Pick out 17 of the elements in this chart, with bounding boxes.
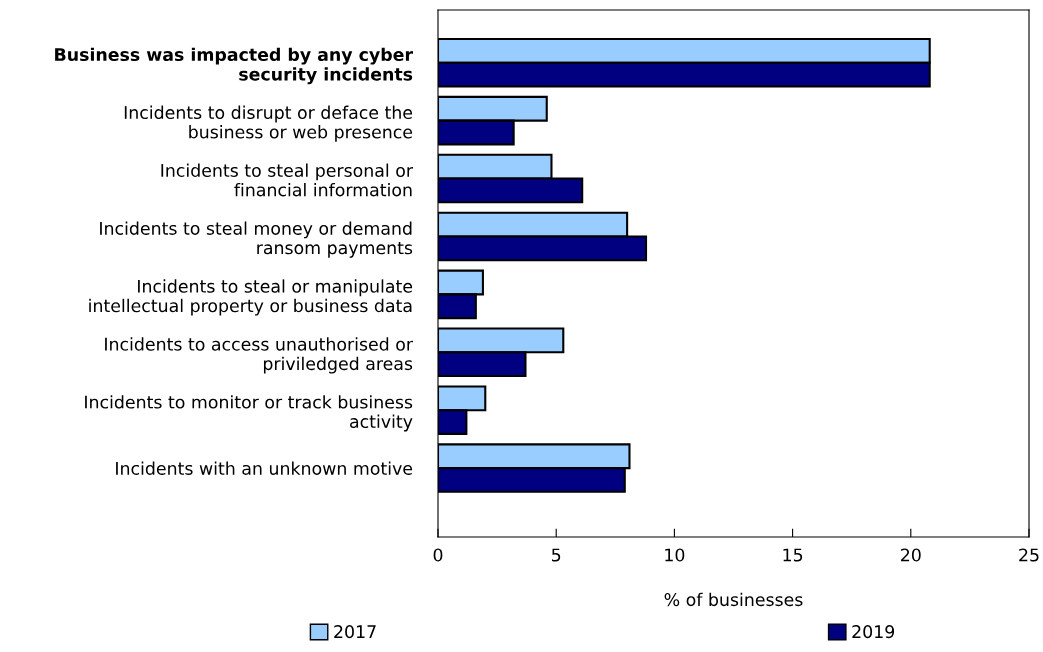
y-tick-label: Incidents to steal money or demand ransom payments: [100, 221, 413, 258]
x-tick-label: 5: [552, 548, 561, 562]
x-axis-title: % of businesses: [664, 592, 803, 607]
legend-label: 2017: [334, 625, 376, 639]
y-tick-label: Incidents to disrupt or deface the business or web presence: [124, 105, 413, 142]
y-tick-label: Incidents to monitor or track business activity: [85, 395, 413, 432]
x-tick-label: 15: [783, 548, 803, 562]
y-tick-label: Incidents to steal personal or financial information: [161, 163, 413, 197]
x-tick-label: 20: [901, 548, 921, 562]
y-tick-label: Incidents with an unknown motive: [116, 461, 413, 475]
x-tick-label: 0: [433, 548, 443, 562]
y-tick-label: Business was impacted by any cyber security incidents: [55, 47, 413, 85]
x-tick-label: 25: [1019, 548, 1039, 562]
legend-label: 2019: [852, 625, 895, 639]
x-tick-label: 10: [665, 548, 685, 562]
y-tick-label: Incidents to access unauthorised or priviledged areas: [105, 337, 413, 374]
y-tick-label: Incidents to steal or manipulate intellectual property or business data: [89, 279, 413, 316]
